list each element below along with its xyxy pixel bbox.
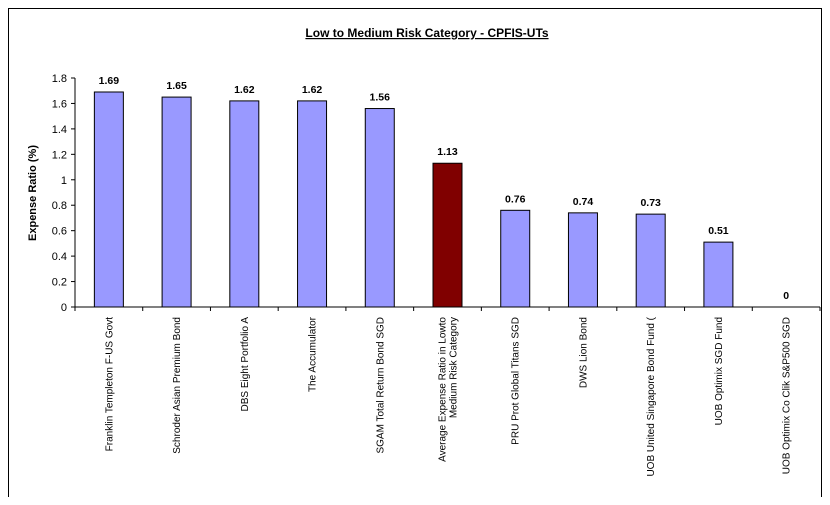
category-label: DBS Eight Portfolio A [240, 317, 251, 412]
category-labels: Franklin Templeton F-US Govt Schroder Asi… [104, 316, 792, 476]
category-label: Franklin Templeton F-US Govt [104, 317, 115, 452]
bar [93, 91, 124, 308]
data-label: 0.73 [640, 197, 661, 209]
category-label-line: PRU Prot Global Titans SGD [511, 317, 522, 445]
data-label: 1.62 [302, 84, 323, 96]
data-label: 0.74 [573, 196, 594, 208]
bar [635, 213, 666, 308]
y-tick-label: 0.8 [52, 200, 67, 212]
data-label: 1.65 [166, 80, 187, 92]
y-tick-label: 0.4 [52, 251, 67, 263]
bar [567, 212, 598, 308]
category-label: SGAM Total Return Bond SGD [375, 317, 386, 454]
bar [364, 108, 395, 308]
category-label: The Accumulator [308, 316, 319, 392]
bar [500, 209, 531, 308]
category-label: DWS Lion Bond [578, 317, 589, 388]
category-label: Schroder Asian Premium Bond [172, 317, 183, 454]
category-label: PRU Prot Global Titans SGD [511, 317, 522, 445]
bar [229, 100, 260, 308]
y-tick-label: 1 [61, 175, 67, 187]
bar [161, 96, 192, 308]
category-label-line: UOB Optimix Co Clik S&P500 SGD [782, 317, 793, 474]
value-labels: 1.69 1.65 1.62 1.62 1.56 1.13 0.76 0.74 0.73 0.51… [99, 75, 790, 302]
category-label-line: Schroder Asian Premium Bond [172, 317, 183, 454]
category-label-line: The Accumulator [308, 316, 319, 392]
bars [93, 91, 734, 308]
y-tick-label: 1.8 [52, 73, 67, 85]
data-label: 1.13 [437, 146, 458, 158]
chart-frame [8, 8, 822, 497]
data-label: 1.62 [234, 84, 255, 96]
category-label: UOB Optimix SGD Fund [714, 317, 725, 425]
category-label-line: Average Expense Ratio in Lowto [438, 317, 449, 462]
chart-title: Low to Medium Risk Category - CPFIS-UTs [305, 26, 548, 40]
bar [432, 162, 463, 308]
category-label-line: UOB United Singapore Bond Fund ( [646, 316, 657, 476]
data-label: 1.69 [99, 75, 120, 87]
bar [297, 100, 328, 308]
data-label: 0 [783, 290, 789, 302]
y-tick-label: 1.6 [52, 98, 67, 110]
y-tick-label: 1.2 [52, 149, 67, 161]
category-label-line: SGAM Total Return Bond SGD [375, 317, 386, 454]
data-label: 0.51 [708, 225, 729, 237]
bar [703, 241, 734, 308]
category-label-line: Medium Risk Category [449, 317, 460, 418]
category-label: UOB Optimix Co Clik S&P500 SGD [782, 317, 793, 474]
category-label-line: Franklin Templeton F-US Govt [104, 317, 115, 452]
y-tick-label: 0 [61, 302, 67, 314]
y-tick-label: 0.2 [52, 277, 67, 289]
category-label-line: UOB Optimix SGD Fund [714, 317, 725, 425]
data-label: 1.56 [370, 92, 391, 104]
y-tick-label: 1.4 [52, 124, 67, 136]
y-axis-label: Expense Ratio (%) [27, 145, 39, 241]
category-label: Average Expense Ratio in Lowto Medium Ris… [438, 317, 460, 462]
y-tick-label: 0.6 [52, 226, 67, 238]
y-tick-labels: 0 0.2 0.4 0.6 0.8 1 1.2 1.4 1.6 1.8 [52, 73, 67, 314]
data-label: 0.76 [505, 193, 526, 205]
category-label-line: DBS Eight Portfolio A [240, 317, 251, 412]
category-label: UOB United Singapore Bond Fund ( [646, 316, 657, 476]
category-label-line: DWS Lion Bond [578, 317, 589, 388]
